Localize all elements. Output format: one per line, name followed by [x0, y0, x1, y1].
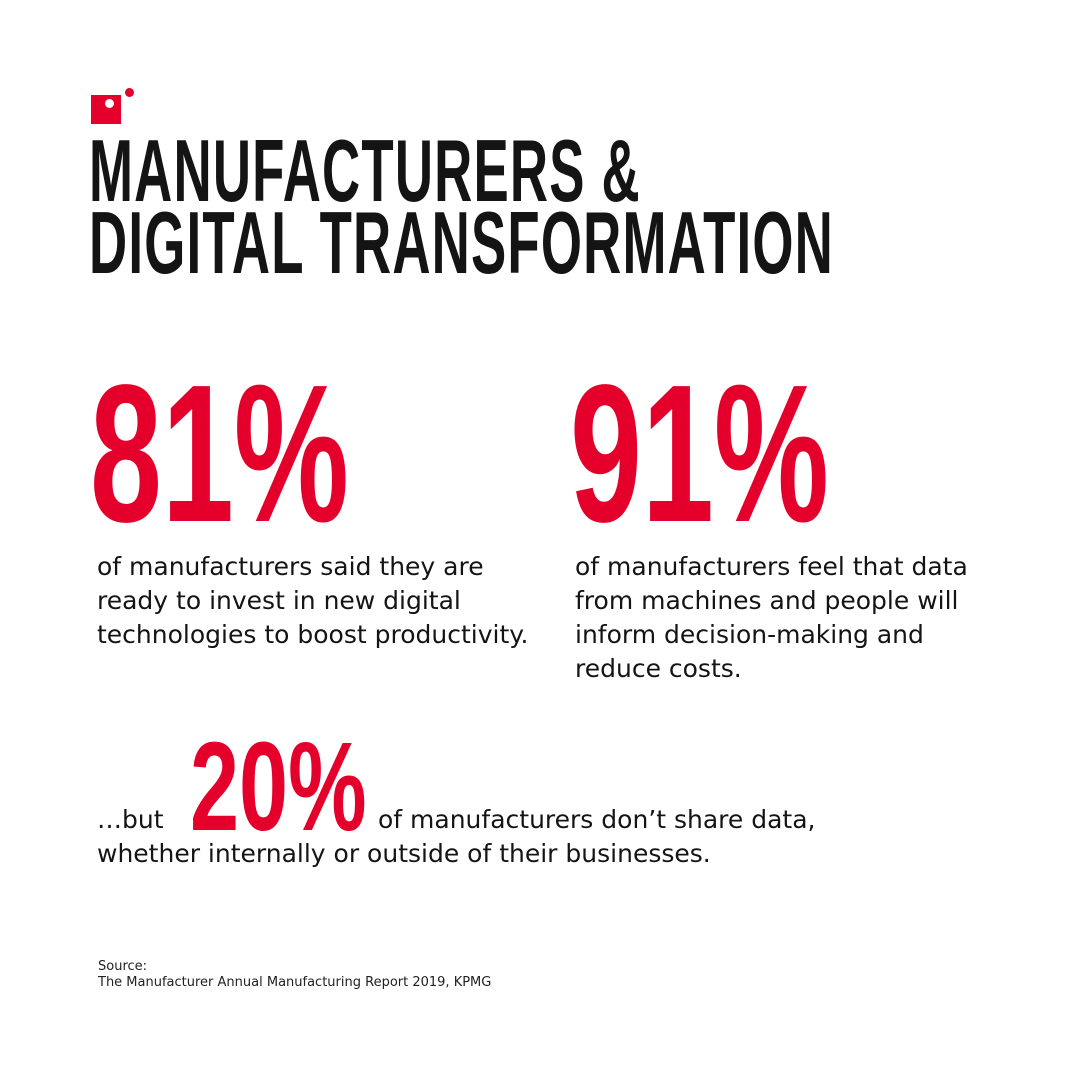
stat-81-value: 81% [90, 344, 349, 563]
title-line-1: MANUFACTURERS & [89, 121, 641, 220]
stat-20-text-line1: of manufacturers don’t share data, [378, 805, 816, 834]
stat-81-text: of manufacturers said they are ready to … [97, 552, 529, 649]
stat-20-prefix: …but [97, 805, 164, 834]
source-label: Source: [98, 959, 148, 974]
stat-20-text-line2: whether internally or outside of their b… [97, 839, 711, 868]
stat-20-value: 20% [190, 716, 367, 857]
title-line-2: DIGITAL TRANSFORMATION [89, 193, 835, 292]
logo-hole-icon [105, 99, 114, 108]
source: Source: The Manufacturer Annual Manufact… [98, 959, 491, 991]
stat-91-text: of manufacturers feel that data from mac… [575, 552, 968, 683]
stat-91-value: 91% [570, 344, 829, 563]
logo-dot-icon [125, 88, 134, 97]
source-text: The Manufacturer Annual Manufacturing Re… [98, 975, 492, 990]
